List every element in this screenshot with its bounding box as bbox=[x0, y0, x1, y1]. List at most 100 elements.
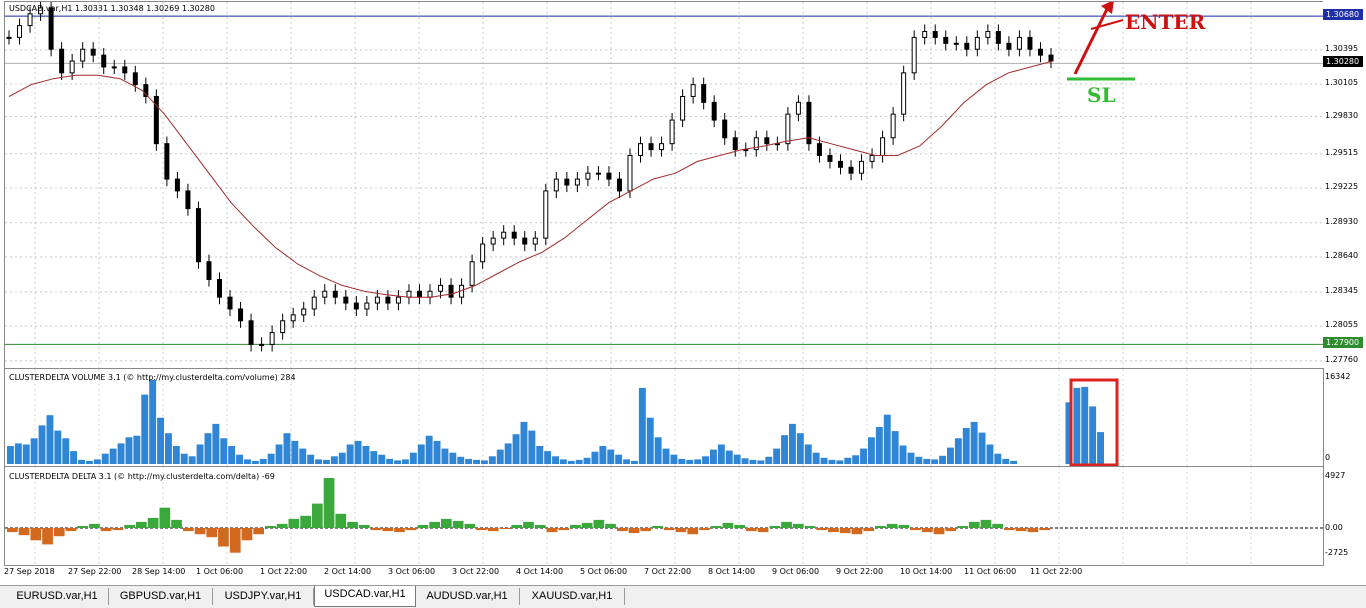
candle-body bbox=[732, 137, 738, 151]
candle-body bbox=[753, 137, 759, 151]
delta-bar bbox=[253, 528, 264, 535]
volume-bar bbox=[7, 446, 14, 464]
volume-bar bbox=[30, 438, 38, 464]
volume-bar bbox=[915, 456, 923, 464]
volume-bar bbox=[362, 446, 370, 464]
time-axis-label: 1 Oct 22:00 bbox=[260, 567, 308, 576]
volume-bar bbox=[212, 423, 220, 464]
delta-bar bbox=[652, 526, 663, 528]
candle-body bbox=[227, 296, 233, 310]
volume-bar bbox=[852, 455, 860, 464]
candle-body bbox=[553, 178, 559, 192]
candle-body bbox=[795, 101, 801, 115]
candle-body bbox=[911, 36, 917, 74]
enter-tick bbox=[1090, 19, 1124, 30]
volume-bar bbox=[283, 433, 291, 464]
volume-bar bbox=[78, 459, 85, 464]
tab-xauusd[interactable]: XAUUSD.var,H1 bbox=[520, 588, 625, 605]
volume-bar bbox=[1081, 386, 1089, 464]
candle-body bbox=[880, 137, 886, 156]
volume-bar bbox=[544, 451, 552, 464]
delta-bar bbox=[687, 528, 699, 535]
candle-body bbox=[995, 31, 1001, 44]
volume-bar bbox=[559, 459, 567, 464]
delta-bar bbox=[183, 528, 194, 532]
enter-arrowhead bbox=[1101, 2, 1114, 14]
delta-bar bbox=[335, 513, 347, 528]
volume-bar bbox=[86, 460, 93, 464]
volume-bar bbox=[891, 431, 899, 464]
candle-body bbox=[816, 143, 822, 156]
price-tick-label: 1.28055 bbox=[1325, 320, 1359, 330]
volume-bar bbox=[62, 438, 70, 464]
volume-bar bbox=[512, 434, 520, 464]
delta-bar bbox=[499, 528, 511, 529]
candle-body bbox=[890, 113, 896, 139]
tab-eurusd[interactable]: EURUSD.var,H1 bbox=[6, 588, 109, 605]
candle-body bbox=[122, 66, 128, 74]
delta-bar bbox=[429, 521, 440, 528]
enter-arrow bbox=[1073, 6, 1110, 75]
candle-body bbox=[269, 332, 275, 345]
time-axis-label: 9 Oct 22:00 bbox=[836, 567, 884, 576]
delta-indicator-title: CLUSTERDELTA DELTA 3.1 (© http://my.clus… bbox=[9, 472, 275, 481]
time-axis-label: 27 Sep 22:00 bbox=[68, 567, 122, 576]
tab-gbpusd[interactable]: GBPUSD.var,H1 bbox=[109, 588, 213, 605]
candle-body bbox=[638, 143, 644, 156]
candle-body bbox=[606, 172, 612, 180]
volume-bar bbox=[844, 457, 852, 464]
candle-body bbox=[648, 143, 654, 151]
volume-bar bbox=[725, 450, 733, 464]
delta-chart-svg bbox=[5, 467, 1323, 565]
delta-bar bbox=[710, 526, 722, 528]
candle-body bbox=[27, 13, 33, 27]
volume-bar bbox=[536, 446, 544, 464]
volume-bar bbox=[496, 449, 504, 464]
time-axis-label: 11 Oct 22:00 bbox=[1030, 567, 1083, 576]
price-tick-label: 1.30395 bbox=[1325, 43, 1359, 53]
price-chart-pane[interactable]: ENTER SL USDCAD.var,H1 1.30331 1.30348 1.… bbox=[4, 1, 1324, 369]
tab-usdjpy[interactable]: USDJPY.var,H1 bbox=[213, 588, 314, 605]
delta-bar bbox=[546, 528, 558, 533]
candle-body bbox=[480, 243, 486, 263]
candle-body bbox=[364, 302, 370, 310]
candle-body bbox=[185, 190, 191, 210]
candle-body bbox=[806, 101, 812, 145]
candle-body bbox=[301, 308, 307, 316]
candle-body bbox=[532, 237, 538, 245]
volume-bar bbox=[38, 425, 46, 464]
candle-body bbox=[174, 178, 180, 192]
candle-body bbox=[659, 143, 665, 151]
delta-bar bbox=[992, 523, 1003, 528]
volume-chart-svg bbox=[7, 369, 1252, 466]
volume-bar bbox=[354, 440, 362, 464]
delta-bar bbox=[757, 528, 769, 533]
candle-body bbox=[490, 237, 496, 245]
volume-bar bbox=[591, 451, 599, 464]
volume-pane[interactable]: CLUSTERDELTA VOLUME 3.1 (© http://my.clu… bbox=[4, 368, 1324, 467]
candle-body bbox=[385, 296, 391, 304]
volume-bar bbox=[923, 458, 931, 464]
delta-bar bbox=[1004, 528, 1015, 531]
volume-bar bbox=[781, 435, 788, 464]
volume-bar bbox=[631, 460, 638, 464]
delta-pane[interactable]: CLUSTERDELTA DELTA 3.1 (© http://my.clus… bbox=[4, 466, 1324, 566]
delta-bar bbox=[804, 526, 816, 528]
volume-bar bbox=[954, 438, 962, 464]
tab-audusd[interactable]: AUDUSD.var,H1 bbox=[415, 588, 520, 605]
volume-bar bbox=[694, 459, 702, 464]
candle-body bbox=[922, 31, 928, 38]
candle-body bbox=[1037, 48, 1043, 56]
time-axis-label: 7 Oct 22:00 bbox=[644, 567, 692, 576]
volume-bar bbox=[394, 460, 401, 464]
candle-body bbox=[38, 7, 44, 15]
volume-bar bbox=[939, 455, 946, 464]
candle-body bbox=[80, 48, 86, 62]
delta-bar bbox=[1039, 528, 1050, 531]
delta-bar bbox=[570, 525, 581, 528]
volume-bar bbox=[22, 444, 30, 464]
volume-bar bbox=[504, 443, 512, 464]
tab-usdcad[interactable]: USDCAD.var,H1 bbox=[314, 586, 416, 607]
delta-bar bbox=[886, 523, 898, 528]
candle-body bbox=[953, 42, 959, 45]
